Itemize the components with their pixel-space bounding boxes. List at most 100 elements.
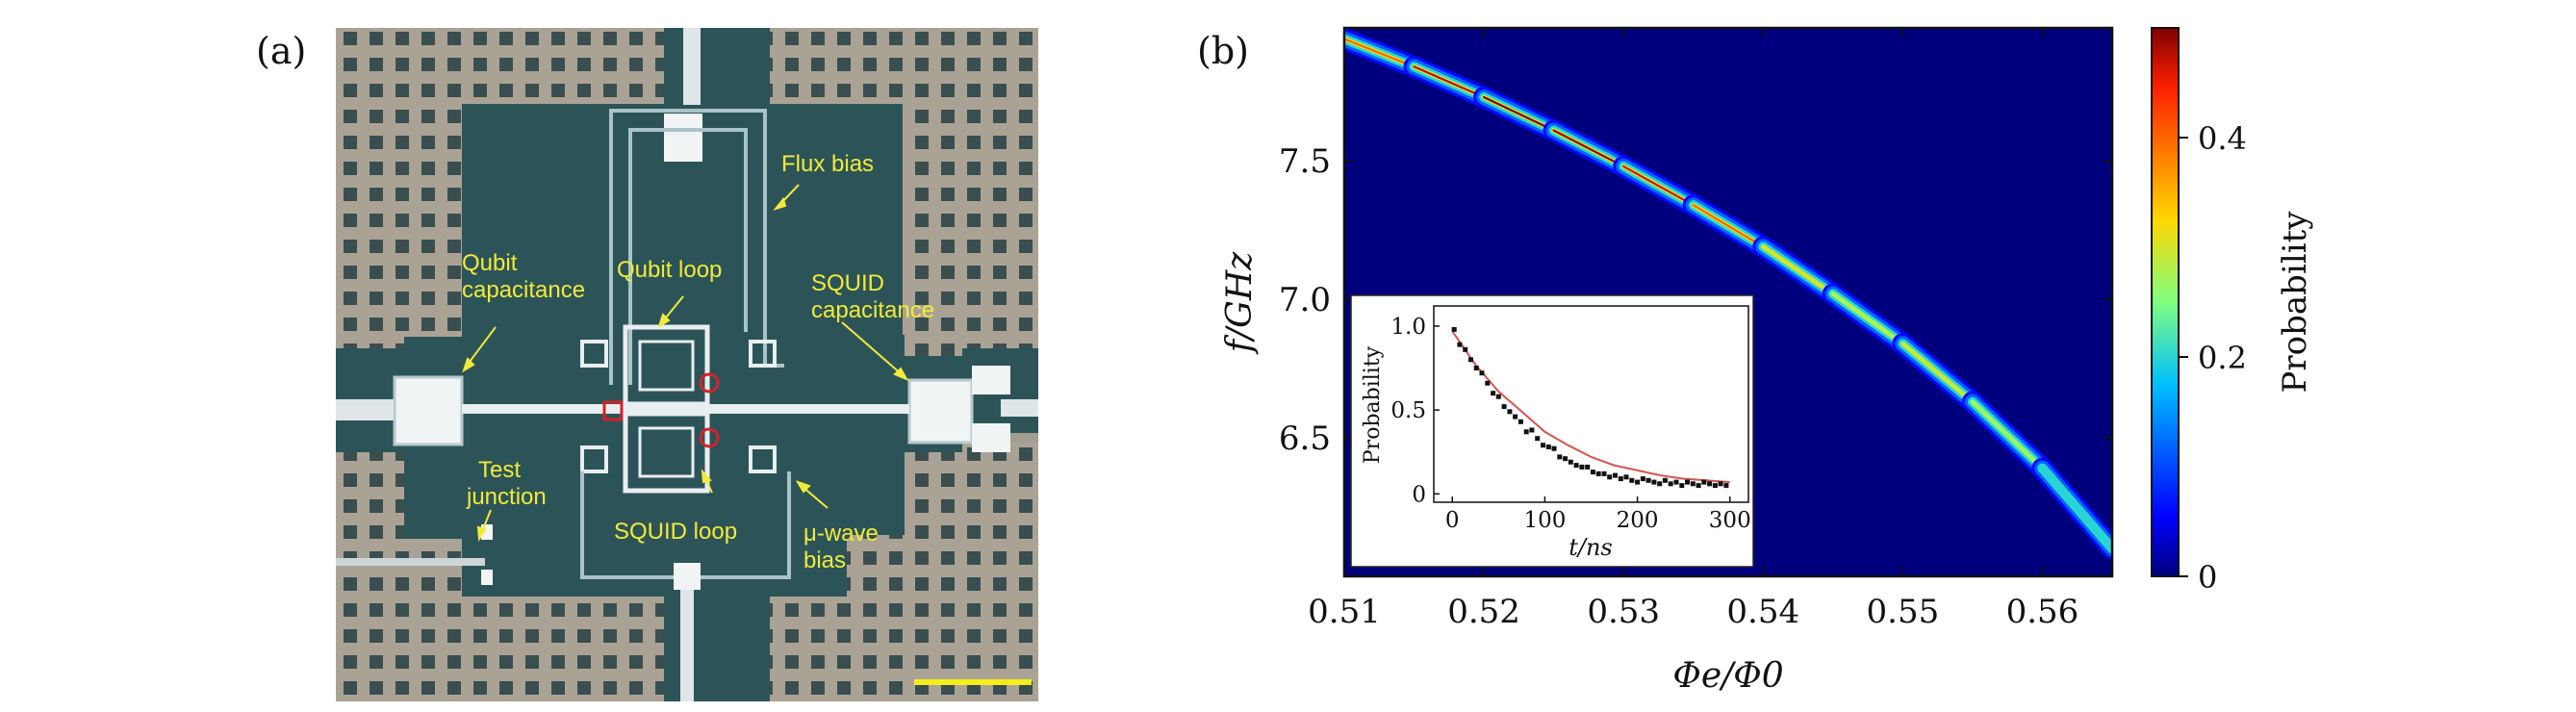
- inset-data-point: [1518, 419, 1523, 424]
- inset-data-point: [1507, 409, 1513, 415]
- annotation-mu-wave-bias: bias: [803, 547, 846, 573]
- y-tick-label: 6.5: [1279, 420, 1331, 458]
- annotation-qubit-loop: Qubit loop: [617, 257, 722, 283]
- inset-data-point: [1479, 370, 1485, 376]
- inset-data-point: [1640, 476, 1645, 482]
- junction-marker: [699, 372, 720, 394]
- ridge-segment: [1482, 95, 1555, 132]
- colorbar-tick-label: 0.4: [2198, 120, 2247, 157]
- x-tick-label: 0.51: [1308, 593, 1381, 631]
- spectroscopy-ridge: [1344, 28, 2112, 560]
- inset-data-point: [1601, 470, 1607, 476]
- inset-plot: 0 100 200 300 0 0.5 1.0: [1390, 315, 1750, 533]
- ridge-segment: [1901, 343, 1974, 403]
- inset-data-point: [1491, 391, 1496, 396]
- inset-data-point: [1707, 481, 1713, 487]
- inset-data-point: [1635, 479, 1641, 485]
- x-tick-label: 0.53: [1587, 593, 1660, 631]
- y-axis-label: f/GHz: [1220, 251, 1260, 356]
- inset-data-point: [1645, 477, 1651, 483]
- inset-data-point: [1618, 476, 1623, 482]
- inset-data-point: [1623, 474, 1629, 480]
- y-tick-label: 7.5: [1279, 142, 1331, 181]
- inset-y-axis-label: Probability: [1361, 345, 1385, 464]
- inset-data-point: [1701, 479, 1707, 485]
- ridge-segment: [1971, 400, 2044, 470]
- inset-x-axis-label: t/ns: [1569, 534, 1613, 561]
- ridge-segment: [1692, 204, 1765, 248]
- annotation-arrows: [462, 184, 909, 543]
- inset-data-point: [1585, 464, 1591, 470]
- annotation-mu-wave-bias: μ-wave: [803, 521, 879, 547]
- ridge-segment: [2041, 467, 2112, 550]
- ridge-segment: [1831, 292, 1904, 345]
- inset-data-point: [1662, 477, 1668, 483]
- ridge-segment: [1552, 129, 1625, 167]
- colorbar-label: Probability: [2276, 211, 2314, 394]
- inset-data-point: [1513, 414, 1518, 420]
- inset-panel: [1350, 294, 1754, 568]
- squid-loop: [623, 411, 710, 494]
- annotation-flux-bias: Flux bias: [781, 151, 874, 177]
- inset-data-point: [1557, 454, 1563, 460]
- inset-y-tick-label: 1.0: [1390, 315, 1426, 340]
- inset-data-point: [1668, 481, 1673, 487]
- inset-data-point: [1473, 366, 1479, 370]
- coupling-line: [462, 404, 909, 414]
- inset-data-point: [1451, 326, 1457, 332]
- ridge-segment: [1344, 38, 1416, 68]
- x-tick-label: 0.55: [1867, 593, 1940, 631]
- inset-x-tick-label: 0: [1445, 508, 1460, 533]
- inset-data-point: [1495, 394, 1501, 399]
- x-tick-label: 0.54: [1726, 593, 1799, 631]
- colorbar-ticks: 0 0.2 0.4: [2179, 120, 2247, 596]
- inset-data-point: [1579, 464, 1585, 470]
- junction-marker: [602, 400, 624, 421]
- inset-data-point: [1501, 404, 1507, 410]
- inset-data-point: [1573, 463, 1579, 469]
- panel-a: (a): [256, 28, 1038, 701]
- x-tick-label: 0.52: [1447, 593, 1520, 631]
- flux-pad: [664, 114, 702, 162]
- colorbar-tick-label: 0.2: [2198, 340, 2247, 376]
- inset-data-point: [1568, 459, 1573, 465]
- inset-data-point: [1679, 483, 1685, 489]
- annotation-squid-capacitance: capacitance: [811, 297, 934, 323]
- annotation-qubit-capacitance: Qubit: [462, 250, 518, 276]
- inset-data-point: [1718, 481, 1723, 487]
- qubit-loop: [623, 324, 710, 407]
- x-axis-label: Φe/Φ0: [1672, 656, 1783, 696]
- colorbar-tick-label: 0: [2198, 559, 2217, 596]
- scale-bar: [914, 679, 1032, 685]
- inset-frame: [1433, 305, 1749, 503]
- annotation-qubit-capacitance: capacitance: [462, 277, 585, 303]
- flux-bias-line: [683, 28, 701, 105]
- inset-data-point: [1595, 470, 1601, 476]
- annotation-test-junction: Test: [478, 457, 521, 483]
- inset-data-point: [1607, 474, 1613, 480]
- x-tick-label: 0.56: [2006, 593, 2079, 631]
- inset-data-point: [1529, 427, 1535, 433]
- y-tick-label: 7.0: [1279, 281, 1331, 319]
- inset-data-point: [1563, 456, 1569, 462]
- inset-data-point: [1685, 479, 1690, 485]
- panel-b-label: (b): [1197, 30, 1249, 72]
- inset-data-point: [1673, 479, 1679, 485]
- inset-data-point: [1463, 346, 1468, 352]
- ridge-segment: [1622, 165, 1695, 207]
- inset-data-point: [1541, 443, 1545, 448]
- qubit-capacitance-pad: [393, 375, 464, 446]
- inset-data-point: [1457, 342, 1463, 347]
- annotation-squid-capacitance: SQUID: [811, 270, 884, 296]
- inset-data-point: [1485, 380, 1491, 386]
- inset-data-point: [1723, 483, 1729, 489]
- annotation-squid-loop: SQUID loop: [614, 519, 737, 545]
- chip-micrograph: Flux bias Qubit capacitance Qubit loop S…: [336, 28, 1038, 701]
- inset-x-tick-label: 200: [1617, 508, 1659, 533]
- inset-data-point: [1696, 483, 1701, 489]
- inset-y-tick-label: 0.5: [1390, 398, 1426, 423]
- ridge-segment: [1413, 65, 1486, 99]
- panel-b: (b) 0.51 0.52 0.53 0.54 0.55 0.56 6.5 7.0 7.5 Φe…: [1197, 26, 2314, 696]
- inset-y-tick-label: 0: [1412, 482, 1426, 507]
- panel-a-label: (a): [256, 30, 306, 72]
